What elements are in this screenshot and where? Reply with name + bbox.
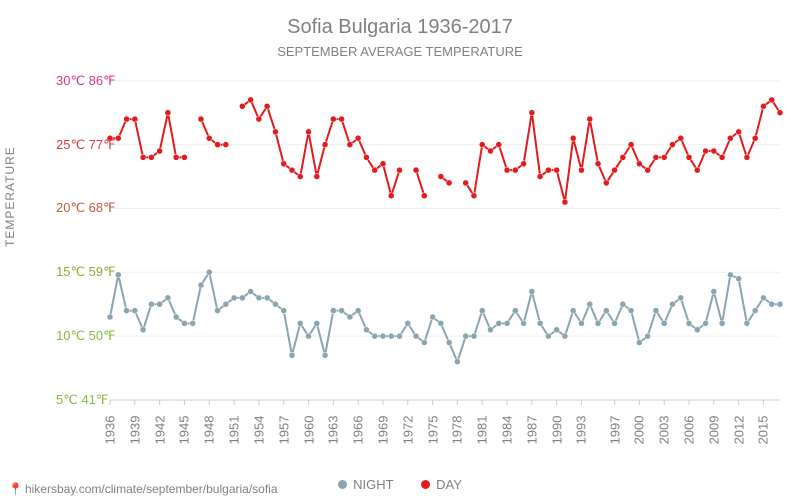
- y-tick-label: 20℃ 68℉: [56, 201, 116, 214]
- y-tick-label: 15℃ 59℉: [56, 265, 116, 278]
- footer: 📍hikersbay.com/climate/september/bulgari…: [8, 482, 278, 496]
- x-tick-label: 1942: [152, 416, 167, 452]
- x-tick-label: 1954: [251, 416, 266, 452]
- legend-label-night: NIGHT: [353, 477, 393, 492]
- x-tick-label: 2015: [756, 416, 771, 452]
- x-tick-label: 2006: [682, 416, 697, 452]
- x-tick-label: 1972: [400, 416, 415, 452]
- legend-item-night: NIGHT: [338, 477, 393, 492]
- x-tick-label: 1978: [450, 416, 465, 452]
- legend-item-day: DAY: [421, 477, 462, 492]
- x-tick-label: 1945: [177, 416, 192, 452]
- y-tick-label: 30℃ 86℉: [56, 74, 116, 87]
- x-tick-label: 1948: [202, 416, 217, 452]
- x-tick-label: 1960: [301, 416, 316, 452]
- legend-label-day: DAY: [436, 477, 462, 492]
- chart-container: Sofia Bulgaria 1936-2017 SEPTEMBER AVERA…: [0, 0, 800, 500]
- x-tick-label: 1990: [549, 416, 564, 452]
- x-tick-label: 2012: [731, 416, 746, 452]
- x-tick-label: 1997: [607, 416, 622, 452]
- x-tick-label: 1993: [574, 416, 589, 452]
- x-tick-label: 1987: [524, 416, 539, 452]
- x-tick-label: 1963: [326, 416, 341, 452]
- map-pin-icon: 📍: [8, 482, 23, 496]
- x-tick-label: 1936: [103, 416, 118, 452]
- x-tick-label: 2009: [706, 416, 721, 452]
- legend-marker-day: [421, 480, 430, 489]
- x-tick-label: 1939: [127, 416, 142, 452]
- x-tick-label: 1966: [351, 416, 366, 452]
- y-tick-label: 25℃ 77℉: [56, 138, 116, 151]
- x-tick-label: 1981: [475, 416, 490, 452]
- y-tick-label: 10℃ 50℉: [56, 329, 116, 342]
- x-tick-label: 1984: [500, 416, 515, 452]
- x-tick-label: 1969: [375, 416, 390, 452]
- x-tick-label: 2000: [632, 416, 647, 452]
- legend-marker-night: [338, 480, 347, 489]
- x-tick-label: 1951: [227, 416, 242, 452]
- x-tick-label: 2003: [657, 416, 672, 452]
- x-tick-label: 1975: [425, 416, 440, 452]
- y-tick-label: 5℃ 41℉: [56, 393, 108, 406]
- x-tick-label: 1957: [276, 416, 291, 452]
- footer-url: hikersbay.com/climate/september/bulgaria…: [25, 482, 278, 496]
